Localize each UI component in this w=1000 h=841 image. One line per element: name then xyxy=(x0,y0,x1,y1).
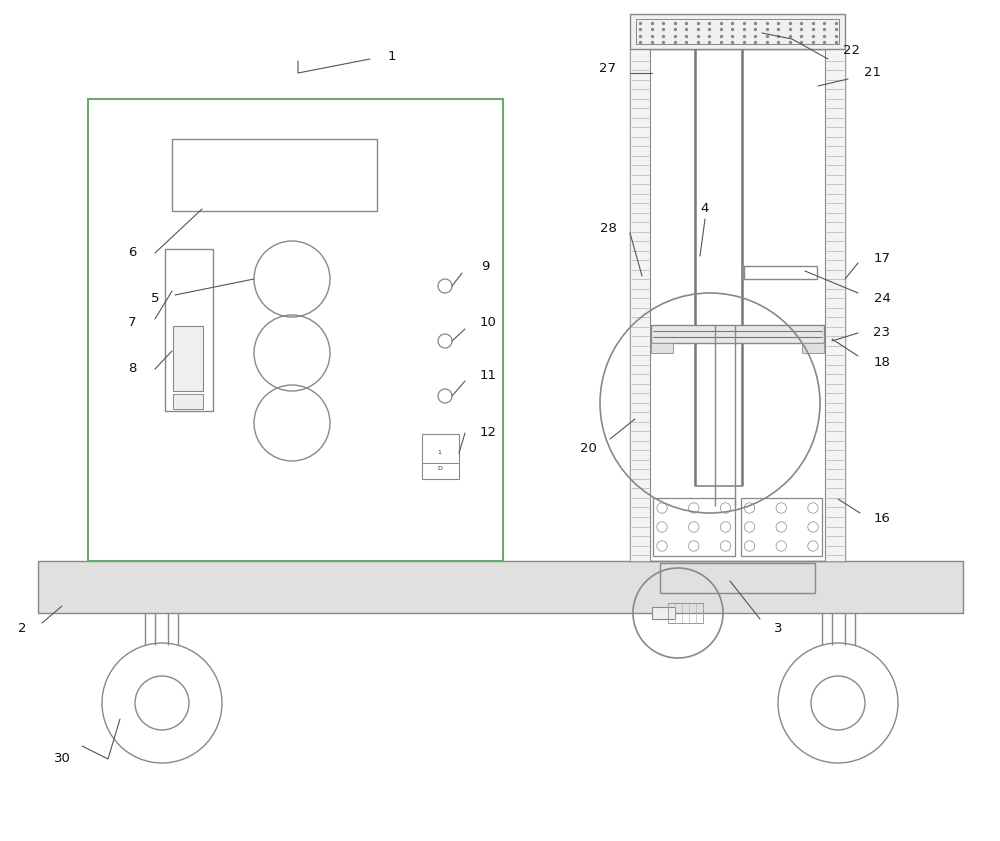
Text: 1: 1 xyxy=(388,50,396,62)
Bar xyxy=(630,49,650,561)
Text: 23: 23 xyxy=(874,326,891,340)
Bar xyxy=(165,249,213,411)
Bar xyxy=(630,14,845,49)
Text: 4: 4 xyxy=(701,203,709,215)
Bar xyxy=(652,607,675,619)
Text: 27: 27 xyxy=(600,62,616,76)
Bar xyxy=(802,343,824,353)
Text: 5: 5 xyxy=(151,293,159,305)
Bar xyxy=(650,49,825,561)
Bar xyxy=(173,394,203,409)
Text: 6: 6 xyxy=(128,246,136,260)
Text: 1: 1 xyxy=(438,451,441,456)
Bar xyxy=(88,99,503,561)
Bar xyxy=(653,498,734,556)
Text: 28: 28 xyxy=(600,223,616,235)
Text: 11: 11 xyxy=(480,369,496,383)
Text: 7: 7 xyxy=(128,316,136,330)
Bar xyxy=(422,434,459,479)
Text: 12: 12 xyxy=(480,426,496,440)
Text: 3: 3 xyxy=(774,622,782,636)
Bar xyxy=(825,49,845,561)
Bar xyxy=(172,139,377,211)
Text: 22: 22 xyxy=(844,45,860,57)
Bar xyxy=(630,49,845,561)
Bar xyxy=(38,561,963,613)
Bar xyxy=(636,19,839,44)
Text: 10: 10 xyxy=(480,316,496,330)
Bar xyxy=(651,325,824,343)
Text: D: D xyxy=(437,467,442,472)
Text: 17: 17 xyxy=(874,252,891,266)
Text: 24: 24 xyxy=(874,293,890,305)
Bar xyxy=(740,498,822,556)
Text: 18: 18 xyxy=(874,357,890,369)
Bar xyxy=(660,563,815,593)
Bar xyxy=(651,343,673,353)
Text: 20: 20 xyxy=(580,442,596,456)
Bar xyxy=(173,326,203,391)
Text: 2: 2 xyxy=(18,622,26,636)
Text: 9: 9 xyxy=(481,260,489,272)
Text: 30: 30 xyxy=(54,753,70,765)
Text: 16: 16 xyxy=(874,512,890,526)
Bar xyxy=(742,266,817,279)
Bar xyxy=(668,603,703,623)
Text: 21: 21 xyxy=(864,66,881,80)
Text: 8: 8 xyxy=(128,362,136,375)
